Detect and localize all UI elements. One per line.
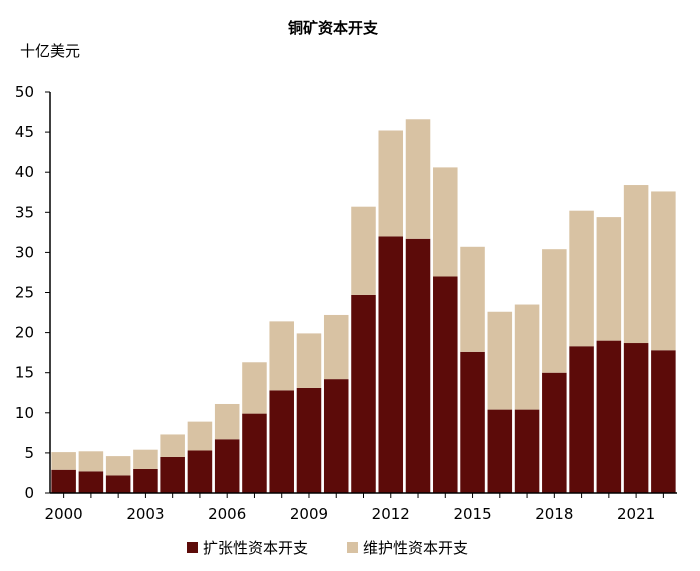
bar-maintenance-capex: [651, 191, 676, 351]
legend-label: 扩张性资本开支: [203, 539, 308, 557]
legend-swatch: [347, 542, 358, 553]
y-tick-label: 50: [15, 83, 34, 101]
bar-expansion-capex: [269, 390, 294, 493]
bar-expansion-capex: [405, 238, 431, 493]
legend: 扩张性资本开支 维护性资本开支: [187, 539, 468, 557]
bar-expansion-capex: [133, 468, 158, 493]
bar-expansion-capex: [296, 387, 322, 493]
bar-expansion-capex: [187, 450, 213, 493]
bar-maintenance-capex: [569, 210, 594, 347]
y-tick-label: 25: [15, 284, 34, 302]
y-tick-label: 30: [15, 243, 34, 261]
bar-expansion-capex: [105, 475, 131, 493]
bar-expansion-capex: [351, 294, 376, 493]
bar-expansion-capex: [460, 351, 485, 493]
y-tick-label: 10: [15, 404, 34, 422]
bar-maintenance-capex: [296, 333, 322, 388]
bar-expansion-capex: [569, 346, 594, 493]
y-tick-label: 15: [15, 364, 34, 382]
bar-maintenance-capex: [105, 456, 131, 476]
bar-maintenance-capex: [514, 304, 540, 410]
x-tick-label: 2012: [372, 505, 410, 523]
bar-maintenance-capex: [323, 314, 349, 380]
y-tick-label: 45: [15, 123, 34, 141]
chart-title: 铜矿资本开支: [288, 19, 379, 37]
x-tick-label: 2006: [208, 505, 246, 523]
bar-maintenance-capex: [378, 130, 404, 237]
bar-expansion-capex: [378, 236, 404, 494]
bar-expansion-capex: [514, 409, 540, 493]
y-tick-label: 40: [15, 163, 34, 181]
bar-maintenance-capex: [160, 434, 185, 457]
bar-expansion-capex: [242, 413, 267, 493]
bar-maintenance-capex: [460, 246, 485, 352]
y-tick-label: 0: [24, 484, 34, 502]
bar-maintenance-capex: [78, 451, 104, 472]
y-axis-ticks: 0 5 10 15 20 25 30 35 40 45 50: [15, 83, 50, 502]
bar-maintenance-capex: [542, 249, 567, 373]
bar-maintenance-capex: [487, 311, 513, 410]
bar-expansion-capex: [487, 409, 513, 493]
bar-maintenance-capex: [187, 421, 213, 451]
bar-maintenance-capex: [351, 206, 376, 295]
bar-maintenance-capex: [269, 321, 294, 391]
bar-maintenance-capex: [133, 449, 158, 469]
legend-label: 维护性资本开支: [363, 539, 468, 557]
bar-expansion-capex: [214, 439, 240, 493]
bar-maintenance-capex: [242, 362, 267, 414]
y-axis-unit-label: 十亿美元: [20, 42, 80, 60]
bar-expansion-capex: [78, 471, 104, 493]
bar-expansion-capex: [323, 379, 349, 493]
bar-expansion-capex: [651, 350, 676, 493]
bar-maintenance-capex: [433, 167, 458, 277]
x-axis-ticks: 2000 2003 2006 2009 2012 2015 2018 2021: [45, 493, 664, 523]
bar-maintenance-capex: [51, 452, 76, 470]
bar-maintenance-capex: [214, 403, 240, 440]
x-tick-label: 2015: [453, 505, 491, 523]
bar-expansion-capex: [433, 276, 458, 493]
legend-swatch: [187, 542, 198, 553]
bar-maintenance-capex: [596, 217, 622, 341]
x-tick-label: 2009: [290, 505, 328, 523]
bar-expansion-capex: [596, 340, 622, 493]
x-tick-label: 2021: [617, 505, 655, 523]
bar-expansion-capex: [160, 456, 185, 493]
y-tick-label: 20: [15, 324, 34, 342]
bar-maintenance-capex: [405, 119, 431, 239]
y-tick-label: 35: [15, 203, 34, 221]
bar-expansion-capex: [542, 372, 567, 493]
x-tick-label: 2018: [535, 505, 573, 523]
bar-maintenance-capex: [623, 185, 649, 344]
bar-expansion-capex: [51, 469, 76, 493]
y-tick-label: 5: [24, 444, 34, 462]
x-tick-label: 2003: [126, 505, 164, 523]
bar-expansion-capex: [623, 343, 649, 493]
bars: [51, 119, 676, 494]
x-tick-label: 2000: [45, 505, 83, 523]
